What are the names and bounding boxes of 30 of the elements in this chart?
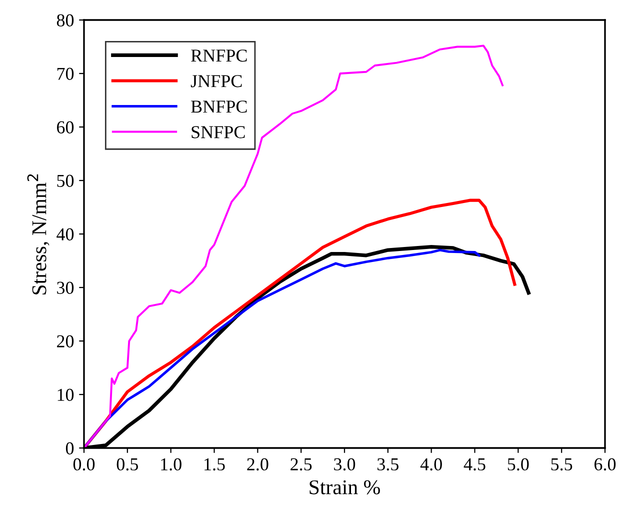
y-axis-title: Stress, N/mm$^{2}$ [27,174,50,294]
x-tick-label: 1.0 [161,458,182,471]
x-tick-label: 5.5 [551,458,572,471]
x-tick-label: 5.0 [508,458,529,471]
y-tick-label: 70 [57,68,74,80]
x-tick-label: 6.0 [594,458,616,471]
x-tick-label: 2.5 [290,458,312,471]
y-tick-label: 0 [66,442,74,454]
y-tick-label: 30 [57,282,74,294]
y-tick-label: 40 [56,228,74,240]
x-tick-label: 0.0 [73,458,95,471]
x-axis-title: Strain % [310,480,380,494]
legend-label: SNFPC [192,126,245,138]
legend-label: BNFPC [191,100,247,113]
y-tick-label: 50 [57,174,74,187]
x-tick-label: 4.5 [464,458,486,471]
x-tick-label: 3.0 [334,458,356,471]
legend-label: JNFPC [190,75,242,88]
y-tick-label: 10 [58,388,74,401]
y-tick-label: 20 [57,335,74,348]
x-tick-label: 2.0 [247,458,268,471]
legend-label: RNFPC [191,50,247,62]
x-tick-label: 1.5 [204,458,225,471]
x-tick-label: 0.5 [116,458,138,471]
x-tick-label: 4.0 [420,458,442,471]
y-tick-label: 80 [56,14,74,26]
x-tick-label: 3.5 [377,458,398,471]
y-tick-label: 60 [57,121,74,134]
line-series [84,198,516,448]
line-series [84,44,504,448]
